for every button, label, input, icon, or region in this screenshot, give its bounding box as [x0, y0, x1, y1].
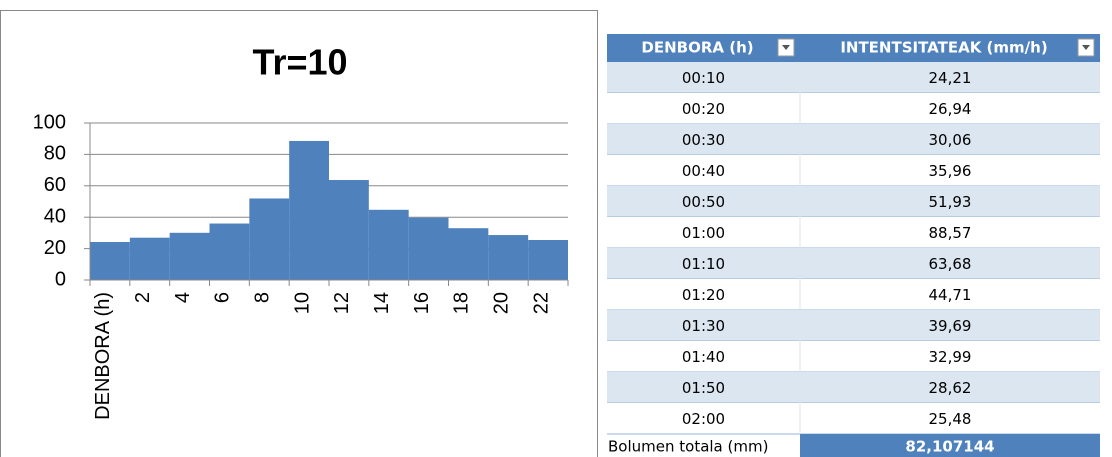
- cell: 00:20: [682, 100, 725, 118]
- row-bg: [607, 248, 1100, 279]
- row-bg: [607, 372, 1100, 403]
- header-bg: [607, 34, 1100, 62]
- x-tick-label: 4: [172, 292, 194, 303]
- column-header: DENBORA (h): [641, 39, 753, 57]
- cell: 01:50: [682, 379, 725, 397]
- bar: [90, 241, 130, 280]
- cell: 32,99: [929, 348, 972, 366]
- cell: 00:40: [682, 162, 725, 180]
- filter-arrow: [782, 45, 790, 50]
- bar: [249, 198, 290, 280]
- cell: 01:30: [682, 317, 725, 335]
- row-bg: [607, 217, 1100, 248]
- y-tick-label: 0: [55, 268, 66, 290]
- x-tick-label: 18: [451, 292, 473, 314]
- cell: 26,94: [929, 100, 972, 118]
- row-bg: [607, 93, 1100, 124]
- footer-label: Bolumen totala (mm): [608, 438, 768, 456]
- bar: [289, 140, 329, 280]
- footer-value-bg: [800, 434, 1100, 457]
- cell: 51,93: [929, 193, 972, 211]
- x-tick-label: 14: [371, 292, 393, 314]
- x-tick-label: 2: [132, 292, 154, 303]
- cell: 88,57: [929, 224, 972, 242]
- y-tick-label: 80: [44, 143, 66, 165]
- bar: [528, 239, 568, 280]
- cell: 00:50: [682, 193, 725, 211]
- cell: 02:00: [682, 410, 725, 428]
- x-tick-label: 22: [530, 292, 552, 314]
- bar: [448, 228, 489, 280]
- row-bg: [607, 155, 1100, 186]
- x-tick-label: 10: [291, 292, 313, 314]
- row-bg: [607, 310, 1100, 341]
- y-tick-label: 40: [44, 205, 66, 227]
- cell: 35,96: [929, 162, 972, 180]
- bar: [368, 209, 409, 280]
- x-tick-label: 20: [491, 292, 513, 314]
- row-bg: [607, 124, 1100, 155]
- cell: 63,68: [929, 255, 972, 273]
- bar: [209, 223, 250, 280]
- y-tick-label: 100: [33, 111, 66, 133]
- cell: 01:00: [682, 224, 725, 242]
- x-tick-label: DENBORA (h): [92, 292, 114, 420]
- footer-value: 82,107144: [905, 438, 994, 456]
- y-tick-label: 20: [44, 237, 66, 259]
- bar: [329, 180, 369, 280]
- cell: 44,71: [929, 286, 972, 304]
- cell: 24,21: [929, 69, 972, 87]
- y-tick-label: 60: [44, 174, 66, 196]
- chart-title: Tr=10: [252, 42, 347, 83]
- x-tick-label: 8: [252, 292, 274, 303]
- x-tick-label: 16: [411, 292, 433, 314]
- cell: 01:20: [682, 286, 725, 304]
- cell: 00:30: [682, 131, 725, 149]
- cell: 00:10: [682, 69, 725, 87]
- bar: [488, 235, 529, 280]
- cell: 30,06: [929, 131, 972, 149]
- cell: 25,48: [929, 410, 972, 428]
- x-tick-label: 6: [212, 292, 234, 303]
- bar: [129, 237, 170, 280]
- bar: [169, 232, 210, 280]
- row-bg: [607, 186, 1100, 217]
- filter-arrow: [1082, 45, 1090, 50]
- row-bg: [607, 279, 1100, 310]
- row-bg: [607, 403, 1100, 434]
- row-bg: [607, 341, 1100, 372]
- x-tick-label: 12: [331, 292, 353, 314]
- cell: 28,62: [929, 379, 972, 397]
- cell: 01:40: [682, 348, 725, 366]
- column-header: INTENTSITATEAK (mm/h): [840, 39, 1047, 57]
- cell: 39,69: [929, 317, 972, 335]
- row-bg: [607, 62, 1100, 93]
- cell: 01:10: [682, 255, 725, 273]
- bar: [408, 217, 449, 280]
